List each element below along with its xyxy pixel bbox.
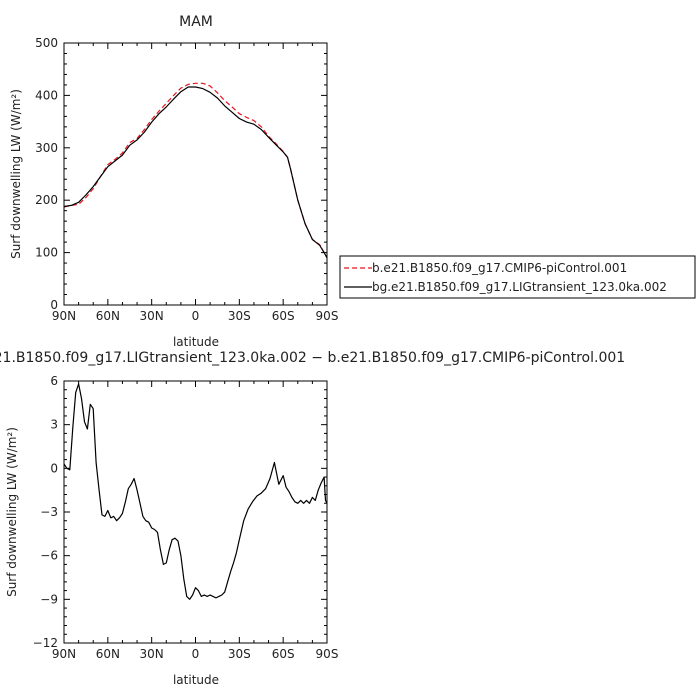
top-panel: MAM Surf downwelling LW (W/m²) latitude …	[9, 14, 338, 349]
legend-label-ligtransient: bg.e21.B1850.f09_g17.LIGtransient_123.0k…	[372, 280, 667, 294]
series-line-picontrol	[63, 82, 328, 259]
y-tick-label: 0	[50, 461, 58, 475]
bottom-ticks: 90N 60N 30N 0 30S 60S 90S −12 −9 −6 −3 0 3 6	[33, 374, 339, 661]
bottom-x-axis-label: latitude	[173, 673, 219, 687]
y-tick-label: −3	[40, 505, 58, 519]
x-tick-label: 30N	[140, 309, 164, 323]
x-tick-label: 90S	[316, 309, 339, 323]
x-tick-label: 60N	[96, 309, 120, 323]
x-tick-label: 90N	[52, 647, 76, 661]
y-tick-label: 300	[35, 141, 58, 155]
top-series-lines	[63, 82, 328, 259]
y-tick-label: 400	[35, 88, 58, 102]
x-tick-label: 0	[192, 647, 200, 661]
bottom-series-lines	[63, 383, 328, 600]
y-tick-label: 6	[50, 374, 58, 388]
top-plot-frame	[63, 42, 328, 306]
x-tick-label: 60S	[272, 309, 295, 323]
x-tick-label: 30N	[140, 647, 164, 661]
y-tick-label: 200	[35, 193, 58, 207]
bottom-chart-title: bg.e21.B1850.f09_g17.LIGtransient_123.0k…	[0, 350, 625, 366]
x-tick-label: 90S	[316, 647, 339, 661]
bottom-y-axis-label: Surf downwelling LW (W/m²)	[5, 427, 19, 597]
series-line-difference	[63, 383, 328, 600]
series-line-ligtransient	[63, 86, 328, 259]
legend: b.e21.B1850.f09_g17.CMIP6-piControl.001 …	[339, 255, 696, 299]
top-ticks: 90N 60N 30N 0 30S 60S 90S 0 100 200 300 400 500	[35, 36, 338, 323]
bottom-plot-frame	[63, 380, 328, 644]
top-y-axis-label: Surf downwelling LW (W/m²)	[9, 89, 23, 259]
x-tick-label: 90N	[52, 309, 76, 323]
y-tick-label: −6	[40, 549, 58, 563]
legend-box	[339, 255, 696, 299]
y-tick-label: 3	[50, 418, 58, 432]
x-tick-label: 30S	[228, 309, 251, 323]
bottom-panel: bg.e21.B1850.f09_g17.LIGtransient_123.0k…	[0, 350, 625, 687]
top-chart-title: MAM	[179, 14, 213, 30]
y-tick-label: −9	[40, 592, 58, 606]
x-tick-label: 0	[192, 309, 200, 323]
top-x-axis-label: latitude	[173, 335, 219, 349]
x-tick-label: 60N	[96, 647, 120, 661]
y-tick-label: 100	[35, 246, 58, 260]
x-tick-label: 60S	[272, 647, 295, 661]
y-tick-label: 0	[50, 298, 58, 312]
y-tick-label: −12	[33, 636, 58, 650]
legend-label-picontrol: b.e21.B1850.f09_g17.CMIP6-piControl.001	[372, 261, 627, 275]
y-tick-label: 500	[35, 36, 58, 50]
x-tick-label: 30S	[228, 647, 251, 661]
